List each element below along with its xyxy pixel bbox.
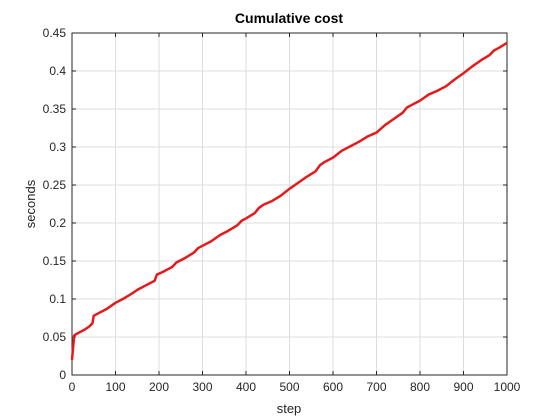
x-tick-label: 0 <box>69 380 76 394</box>
x-axis-label: step <box>277 401 302 416</box>
x-tick-label: 600 <box>323 380 343 394</box>
y-tick-label: 0.25 <box>43 178 67 192</box>
y-tick-label: 0.35 <box>43 102 67 116</box>
x-tick-label: 100 <box>105 380 125 394</box>
y-tick-label: 0.05 <box>43 330 67 344</box>
series-layer <box>70 41 508 360</box>
y-tick-label: 0.2 <box>49 216 66 230</box>
x-tick-label: 300 <box>192 380 212 394</box>
x-tick-label: 200 <box>149 380 169 394</box>
grid <box>71 32 508 376</box>
x-tick-label: 700 <box>366 380 386 394</box>
series-line <box>70 41 508 360</box>
x-tick-label: 400 <box>236 380 256 394</box>
y-tick-label: 0.15 <box>43 254 67 268</box>
y-tick-label: 0 <box>59 368 66 382</box>
x-tick-label: 1000 <box>494 380 521 394</box>
y-tick-label: 0.4 <box>49 64 66 78</box>
x-tick-label: 900 <box>453 380 473 394</box>
x-tick-label: 800 <box>410 380 430 394</box>
x-tick-label: 500 <box>279 380 299 394</box>
axis-ticks: 0 100 200 300 400 500 600 700 800 900 1000 0 0.05 0.1… <box>43 26 521 394</box>
y-tick-label: 0.3 <box>49 140 66 154</box>
chart-title: Cumulative cost <box>235 10 343 26</box>
y-tick-label: 0.45 <box>43 26 67 40</box>
y-tick-label: 0.1 <box>49 292 66 306</box>
y-axis-label: seconds <box>23 179 38 228</box>
